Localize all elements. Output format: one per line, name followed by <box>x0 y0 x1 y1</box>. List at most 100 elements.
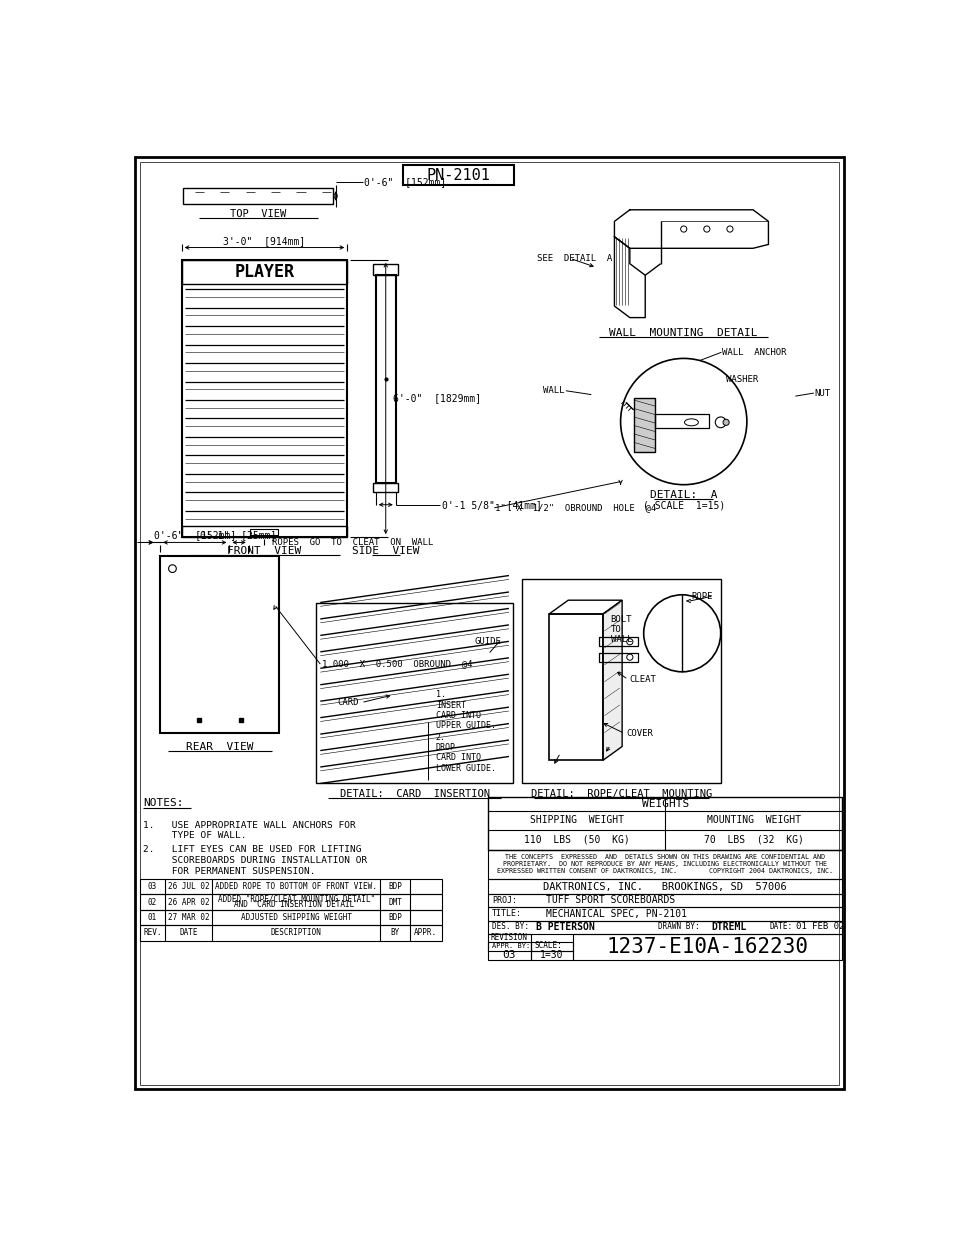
Text: DETAIL:  CARD  INSERTION: DETAIL: CARD INSERTION <box>339 789 489 799</box>
Bar <box>140 879 441 894</box>
Text: 03: 03 <box>148 882 157 892</box>
Text: ADJUSTED SHIPPING WEIGHT: ADJUSTED SHIPPING WEIGHT <box>241 913 352 923</box>
Text: WEIGHTS: WEIGHTS <box>641 799 688 809</box>
Text: AND "CARD INSERTION DETAIL": AND "CARD INSERTION DETAIL" <box>233 900 358 909</box>
Text: WALL  ANCHOR: WALL ANCHOR <box>721 348 786 357</box>
Bar <box>633 399 655 452</box>
Bar <box>488 942 530 951</box>
Text: WALL  MOUNTING  DETAIL: WALL MOUNTING DETAIL <box>609 329 758 338</box>
Text: SHIPPING  WEIGHT: SHIPPING WEIGHT <box>529 815 623 825</box>
Bar <box>373 483 397 493</box>
Text: DRAWN BY:: DRAWN BY: <box>657 923 699 931</box>
Text: DETAIL:  ROPE/CLEAT  MOUNTING: DETAIL: ROPE/CLEAT MOUNTING <box>530 789 711 799</box>
Bar <box>160 556 279 734</box>
Text: ( SCALE  1=15): ( SCALE 1=15) <box>642 500 724 510</box>
Bar <box>655 414 708 427</box>
Text: 01: 01 <box>148 913 157 923</box>
Text: 0'-1 5/8"  [41mm]: 0'-1 5/8" [41mm] <box>441 500 541 510</box>
Bar <box>250 529 277 535</box>
Text: WALL: WALL <box>542 387 564 395</box>
Bar <box>488 894 841 908</box>
Text: DMT: DMT <box>388 898 401 906</box>
Text: ROPES  GO  TO  CLEAT  ON  WALL: ROPES GO TO CLEAT ON WALL <box>272 538 433 547</box>
Bar <box>488 920 841 934</box>
Bar <box>572 934 841 960</box>
Bar <box>140 894 441 910</box>
Text: FRONT  VIEW: FRONT VIEW <box>227 546 301 556</box>
Text: REV.: REV. <box>143 929 161 937</box>
Text: DESCRIPTION: DESCRIPTION <box>271 929 321 937</box>
Text: 1237-E10A-162230: 1237-E10A-162230 <box>606 936 808 957</box>
Bar <box>181 526 347 537</box>
Bar <box>402 165 514 185</box>
Text: 03: 03 <box>501 950 516 960</box>
Polygon shape <box>602 600 621 761</box>
Text: PROJ:: PROJ: <box>492 895 517 905</box>
Text: WASHER: WASHER <box>725 374 758 384</box>
Bar <box>488 850 841 879</box>
Bar <box>548 614 602 761</box>
Text: 110  LBS  (50  KG): 110 LBS (50 KG) <box>523 835 629 845</box>
Bar <box>521 579 720 783</box>
Text: 02: 02 <box>148 898 157 906</box>
Bar <box>181 259 347 537</box>
Text: ADDED ROPE TO BOTTOM OF FRONT VIEW.: ADDED ROPE TO BOTTOM OF FRONT VIEW. <box>215 882 377 892</box>
Text: DETAIL:  A: DETAIL: A <box>649 490 717 500</box>
Circle shape <box>620 358 746 484</box>
Bar <box>488 934 530 960</box>
Text: 2.
DROP
CARD INTO
LOWER GUIDE.: 2. DROP CARD INTO LOWER GUIDE. <box>436 732 496 773</box>
Bar <box>140 910 441 925</box>
Text: THE CONCEPTS  EXPRESSED  AND  DETAILS SHOWN ON THIS DRAWING ARE CONFIDENTIAL AND: THE CONCEPTS EXPRESSED AND DETAILS SHOWN… <box>497 855 832 874</box>
Text: TITLE:: TITLE: <box>492 909 521 918</box>
Text: 1"  X  1/2"  OBROUND  HOLE  @4: 1" X 1/2" OBROUND HOLE @4 <box>495 504 656 513</box>
Bar <box>140 925 441 941</box>
Text: ROPE: ROPE <box>691 592 712 601</box>
Text: 27 MAR 02: 27 MAR 02 <box>168 913 210 923</box>
Text: BOLT
TO
WALL: BOLT TO WALL <box>610 615 632 645</box>
Bar <box>488 798 841 850</box>
Text: FOR PERMANENT SUSPENSION.: FOR PERMANENT SUSPENSION. <box>143 867 315 876</box>
Bar <box>530 951 572 960</box>
Text: B PETERSON: B PETERSON <box>536 921 594 931</box>
Text: NUT: NUT <box>814 389 830 398</box>
Text: REVISION: REVISION <box>490 932 527 942</box>
Polygon shape <box>548 600 621 614</box>
Text: GUIDE: GUIDE <box>474 636 500 646</box>
Text: MECHANICAL SPEC, PN-2101: MECHANICAL SPEC, PN-2101 <box>545 909 686 919</box>
Text: 0'-6"  [152mm]: 0'-6" [152mm] <box>364 177 446 186</box>
Text: 6'-0"  [1829mm]: 6'-0" [1829mm] <box>393 394 481 404</box>
Text: MOUNTING  WEIGHT: MOUNTING WEIGHT <box>706 815 800 825</box>
Text: CLEAT: CLEAT <box>629 676 656 684</box>
Bar <box>488 879 841 894</box>
Text: NOTES:: NOTES: <box>143 799 184 809</box>
Text: SCOREBOARDS DURING INSTALLATION OR: SCOREBOARDS DURING INSTALLATION OR <box>143 856 367 864</box>
Text: 0'-1"  [25mm]: 0'-1" [25mm] <box>200 531 276 541</box>
Bar <box>530 942 572 951</box>
Text: ADDED "ROPE/CLEAT MOUNTING DETAIL": ADDED "ROPE/CLEAT MOUNTING DETAIL" <box>217 895 375 904</box>
Text: REAR  VIEW: REAR VIEW <box>186 742 253 752</box>
Bar <box>373 264 397 275</box>
Text: 01 FEB 02: 01 FEB 02 <box>796 923 843 931</box>
Text: APPR.: APPR. <box>414 929 436 937</box>
Text: 1=30: 1=30 <box>539 950 562 960</box>
Text: DTREML: DTREML <box>711 921 746 931</box>
Text: BDP: BDP <box>388 913 401 923</box>
Bar <box>598 652 637 662</box>
Text: PN-2101: PN-2101 <box>426 168 490 183</box>
Text: BY: BY <box>390 929 399 937</box>
Bar <box>598 637 637 646</box>
Text: 1.
INSERT
CARD INTO
UPPER GUIDE.: 1. INSERT CARD INTO UPPER GUIDE. <box>436 690 496 730</box>
Circle shape <box>722 419 728 425</box>
Text: TOP  VIEW: TOP VIEW <box>230 210 286 220</box>
Text: 0'-6"  [152mm]: 0'-6" [152mm] <box>153 531 235 541</box>
Text: 1.000  X  0.500  OBROUND  @4: 1.000 X 0.500 OBROUND @4 <box>321 659 472 668</box>
Text: 26 APR 02: 26 APR 02 <box>168 898 210 906</box>
Text: 26 JUL 02: 26 JUL 02 <box>168 882 210 892</box>
Text: SIDE  VIEW: SIDE VIEW <box>352 546 419 556</box>
Text: 70  LBS  (32  KG): 70 LBS (32 KG) <box>703 835 802 845</box>
Text: DAKTRONICS, INC.   BROOKINGS, SD  57006: DAKTRONICS, INC. BROOKINGS, SD 57006 <box>543 882 786 892</box>
Text: 3'-0"  [914mm]: 3'-0" [914mm] <box>223 236 305 246</box>
Bar <box>488 908 841 920</box>
Text: APPR. BY:: APPR. BY: <box>492 942 530 948</box>
Text: TUFF SPORT SCOREBOARDS: TUFF SPORT SCOREBOARDS <box>545 895 675 905</box>
